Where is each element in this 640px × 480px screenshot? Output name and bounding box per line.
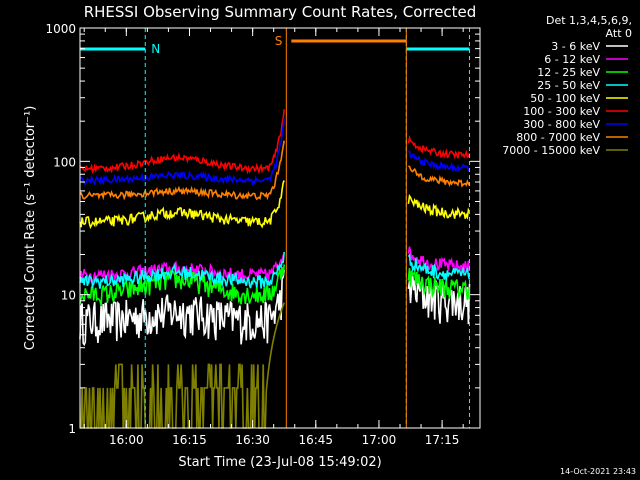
legend-entry-9: 7000 - 15000 keV (502, 144, 600, 157)
series-line-2-post (407, 246, 471, 275)
series-line-7-post (408, 150, 471, 173)
series-line-5 (79, 180, 285, 230)
legend-entry-7: 300 - 800 keV (523, 118, 600, 131)
x-tick-label: 17:00 (362, 433, 397, 447)
y-tick-label: 1 (68, 422, 76, 436)
chart-title: RHESSI Observing Summary Count Rates, Co… (84, 3, 477, 21)
x-axis-label: Start Time (23-Jul-08 15:49:02) (178, 455, 381, 470)
legend-entry-8: 800 - 7000 keV (516, 131, 600, 144)
x-tick-label: 17:15 (425, 433, 460, 447)
x-tick-label: 16:15 (172, 433, 207, 447)
y-tick-label: 1000 (45, 22, 76, 36)
night-label: N (151, 42, 160, 56)
series-line-4-post (407, 252, 471, 281)
plot-frame (79, 27, 481, 429)
y-axis-label: Corrected Count Rate (s⁻¹ detector⁻¹) (23, 106, 38, 351)
legend-entry-4: 25 - 50 keV (537, 79, 600, 92)
legend-entry-6: 100 - 300 keV (523, 105, 600, 118)
legend-entry-3: 12 - 25 keV (537, 66, 600, 79)
x-tick-label: 16:30 (235, 433, 270, 447)
legend-header: Det 1,3,4,5,6,9, (546, 14, 632, 27)
legend-entry-2: 6 - 12 keV (544, 53, 600, 66)
series-line-2 (79, 254, 285, 285)
series-line-8-post (408, 165, 471, 188)
series-line-7 (79, 118, 285, 187)
saa-label: S (275, 34, 283, 48)
series-line-1-post (407, 273, 471, 325)
series-line-8 (79, 140, 285, 201)
x-tick-label: 16:00 (109, 433, 144, 447)
series-line-6-post (407, 134, 471, 160)
series-line-5-post (407, 193, 471, 220)
legend-entry-5: 50 - 100 keV (530, 92, 600, 105)
legend-header: Att 0 (606, 27, 632, 40)
series-line-6 (79, 109, 285, 175)
series-line-3-post (407, 267, 471, 300)
series-line-4 (79, 252, 285, 289)
y-tick-label: 10 (61, 289, 76, 303)
legend-entry-1: 3 - 6 keV (551, 40, 600, 53)
timestamp: 14-Oct-2021 23:43 (560, 467, 636, 476)
x-tick-label: 16:45 (298, 433, 333, 447)
y-tick-label: 100 (53, 155, 76, 169)
